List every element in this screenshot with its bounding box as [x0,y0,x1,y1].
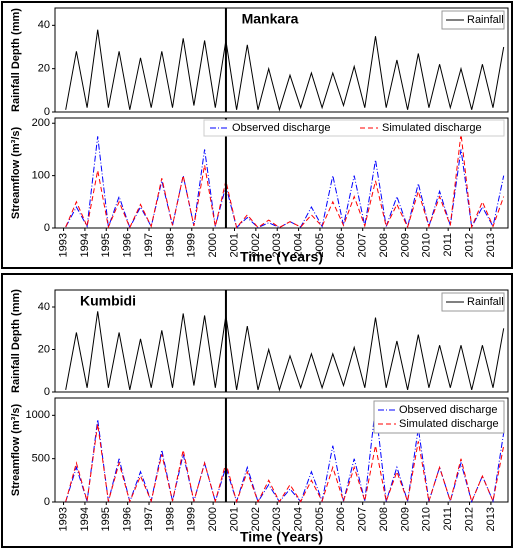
x-tick-label: 2004 [293,507,305,531]
chart-title: Mankara [242,11,299,27]
x-tick-label: 1994 [79,233,91,257]
x-tick-label: 2006 [335,507,347,531]
x-tick-label: 1998 [164,507,176,531]
x-tick-label: 2009 [399,507,411,531]
x-tick-label: 1993 [57,233,69,257]
x-axis-label: Time (Years) [240,529,323,545]
x-tick-label: 2011 [442,507,454,531]
series-line [65,311,505,392]
x-tick-label: 1998 [164,233,176,257]
x-tick-label: 2002 [250,233,262,257]
legend-box [203,119,505,137]
x-tick-label: 2008 [378,507,390,531]
legend-box [373,400,505,434]
legend-label: Rainfall [467,296,504,308]
x-tick-label: 1997 [143,233,155,257]
x-tick-label: 1997 [143,507,155,531]
y-axis-label: Rainfall Depth (mm) [10,289,22,393]
x-tick-label: 2012 [463,507,475,531]
plot-frame [54,289,509,393]
x-tick-label: 1994 [79,507,91,531]
x-tick-label: 2007 [357,233,369,257]
y-tick-label: 500 [32,453,50,465]
y-tick-label: 0 [44,496,50,508]
y-axis-label: Rainfall Depth (mm) [10,8,22,112]
x-tick-label: 1999 [186,233,198,257]
x-tick-label: 2013 [485,507,497,531]
legend-label: Simulated discharge [382,122,482,134]
chart-title: Kumbidi [80,293,136,309]
series-line [65,406,505,504]
y-tick-label: 40 [38,301,50,313]
x-tick-label: 2012 [463,233,475,257]
y-tick-label: 0 [44,222,50,234]
legend-label: Observed discharge [232,122,330,134]
x-tick-label: 2003 [271,233,283,257]
x-tick-label: 2006 [335,233,347,257]
x-tick-label: 2011 [442,233,454,257]
x-tick-label: 1996 [122,507,134,531]
x-tick-label: 1995 [100,233,112,257]
series-line [65,29,505,112]
legend-label: Simulated discharge [399,418,499,430]
x-tick-label: 1995 [100,507,112,531]
y-tick-label: 100 [32,170,50,182]
panel-frame [1,1,513,269]
y-axis-label: Streamflow (m³/s) [10,404,22,497]
x-tick-label: 2002 [250,507,262,531]
x-tick-label: 2010 [421,507,433,531]
x-tick-label: 1996 [122,233,134,257]
y-tick-label: 1000 [26,409,50,421]
series-line [65,136,505,229]
x-tick-label: 2001 [228,507,240,531]
x-tick-label: 1999 [186,507,198,531]
series-line [65,423,505,504]
x-tick-label: 2010 [421,233,433,257]
x-tick-label: 2007 [357,507,369,531]
y-tick-label: 0 [44,386,50,398]
x-tick-label: 2013 [485,233,497,257]
plot-frame [54,117,509,229]
y-axis-label: Streamflow (m³/s) [10,127,22,220]
x-axis-label: Time (Years) [240,249,323,265]
legend-label: Observed discharge [399,404,497,416]
y-tick-label: 40 [38,19,50,31]
y-tick-label: 0 [44,106,50,118]
x-tick-label: 2005 [314,507,326,531]
x-tick-label: 2001 [228,233,240,257]
panel-frame [1,273,513,548]
x-tick-label: 2008 [378,233,390,257]
y-tick-label: 200 [32,117,50,129]
legend-box [441,292,505,312]
legend-label: Rainfall [467,14,504,26]
x-tick-label: 2003 [271,507,283,531]
plot-frame [54,397,509,503]
x-tick-label: 2009 [399,233,411,257]
y-tick-label: 20 [38,343,50,355]
x-tick-label: 2005 [314,233,326,257]
x-tick-label: 2000 [207,233,219,257]
legend-box [441,10,505,30]
x-tick-label: 1993 [57,507,69,531]
x-tick-label: 2004 [293,233,305,257]
plot-frame [54,7,509,113]
y-tick-label: 20 [38,63,50,75]
series-line [65,133,505,229]
x-tick-label: 2000 [207,507,219,531]
